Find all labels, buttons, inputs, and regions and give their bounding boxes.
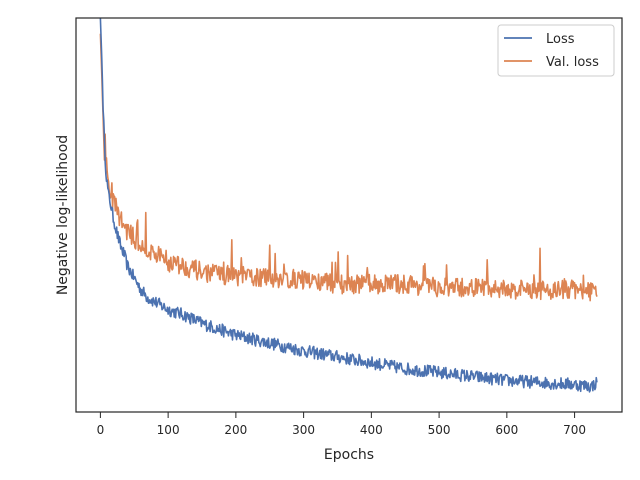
plot-area (76, 18, 622, 412)
x-tick-label: 500 (428, 423, 451, 437)
x-tick-label: 600 (495, 423, 518, 437)
legend-label-val-loss: Val. loss (546, 55, 599, 70)
series-layer (99, 17, 598, 393)
x-tick-label: 200 (224, 423, 247, 437)
y-axis-label: Negative log-likelihood (55, 135, 71, 295)
x-tick-label: 400 (360, 423, 383, 437)
legend: Loss Val. loss (497, 24, 615, 77)
x-axis-label: Epochs (324, 447, 374, 463)
legend-label-loss: Loss (546, 32, 575, 47)
x-tick-label: 700 (563, 423, 586, 437)
x-tick-label: 300 (292, 423, 315, 437)
x-tick-label: 100 (157, 423, 180, 437)
plot-frame (75, 17, 623, 413)
x-tick-label: 0 (97, 423, 105, 437)
x-axis-ticks: 0 100 200 300 400 500 600 700 (97, 412, 586, 437)
series-line-val-loss (99, 33, 598, 302)
series-line-loss (99, 17, 598, 393)
